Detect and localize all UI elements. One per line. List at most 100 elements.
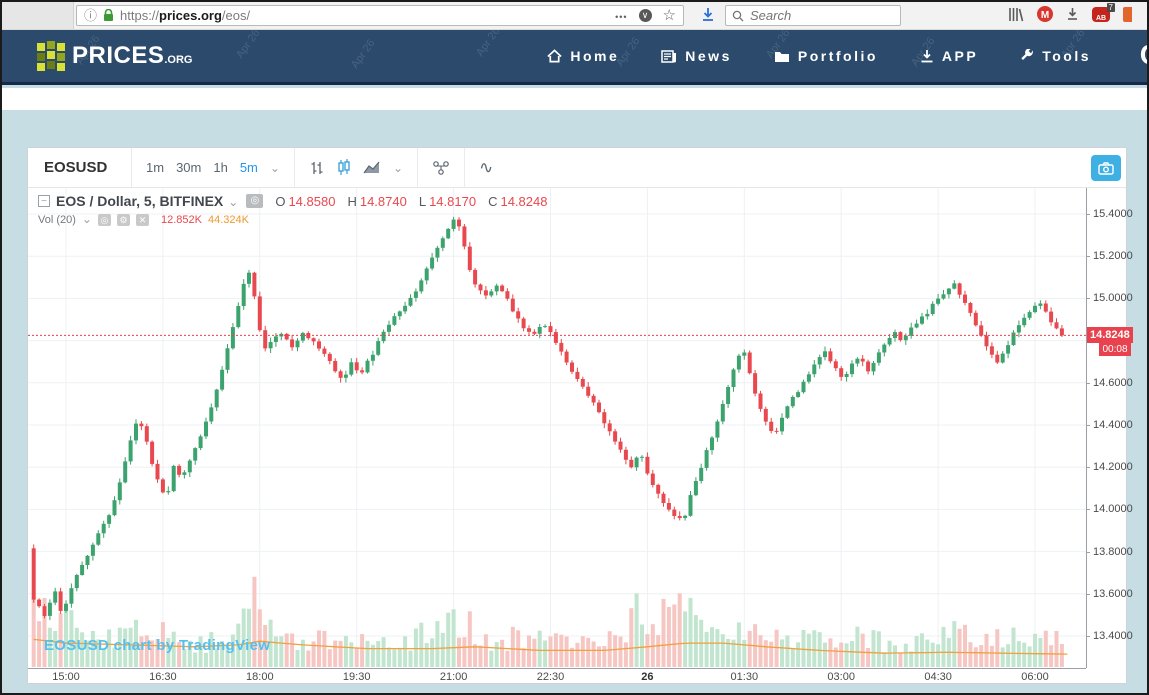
chart-area: EOS / Dollar, 5, BITFINEX O14.8580 H14.8… xyxy=(28,188,1133,683)
menu-label: Home xyxy=(570,48,620,64)
pocket-icon[interactable] xyxy=(638,9,652,22)
ohlc-low-label: L xyxy=(418,194,427,209)
url-host: prices.org xyxy=(159,8,222,23)
price-axis[interactable]: 15.4000 15.2000 15.0000 14.6000 14.4000 14.20… xyxy=(1086,188,1133,668)
bar-countdown: 00:08 xyxy=(1099,343,1131,357)
indicator-wave-icon[interactable] xyxy=(479,159,493,177)
ohlc-low-value: 14.8170 xyxy=(429,194,477,209)
adblock-icon[interactable]: 7 xyxy=(1092,2,1115,22)
site-logo[interactable]: PRICES .ORG xyxy=(36,41,192,73)
interval-30m[interactable]: 30m xyxy=(176,160,202,175)
menu-item-portfolio[interactable]: Portfolio xyxy=(774,48,878,64)
legend-chevron-icon[interactable] xyxy=(228,194,238,208)
time-axis-label: 03:00 xyxy=(827,671,855,683)
chart-card: EOSUSD 1m 30m 1h 5m xyxy=(27,147,1133,684)
date-watermark: Apr 26 xyxy=(348,37,378,71)
menu-item-app[interactable]: APP xyxy=(920,48,978,64)
search-input[interactable] xyxy=(750,8,880,23)
home-icon xyxy=(547,49,563,63)
browser-nav-buttons-area xyxy=(2,2,74,29)
volume-chevron-icon[interactable] xyxy=(82,213,92,226)
brand-name: PRICES xyxy=(72,42,165,69)
page-actions-icon[interactable] xyxy=(615,9,627,22)
compare-icon[interactable] xyxy=(432,160,450,176)
brand-tld: .ORG xyxy=(164,54,193,66)
account-m-icon[interactable] xyxy=(1037,6,1053,22)
ohlc-close-label: C xyxy=(488,194,498,209)
https-lock-icon[interactable] xyxy=(103,9,114,22)
menu-item-tools[interactable]: Tools xyxy=(1020,48,1091,64)
legend-title[interactable]: EOS / Dollar, 5, BITFINEX xyxy=(56,193,224,209)
compare-group xyxy=(418,148,466,187)
ohlc-close-value: 14.8248 xyxy=(500,194,548,209)
time-axis-label: 04:30 xyxy=(924,671,952,683)
interval-5m-active[interactable]: 5m xyxy=(239,160,258,175)
url-bar[interactable]: https://prices.org/eos/ xyxy=(76,5,684,26)
search-bar[interactable] xyxy=(725,5,901,26)
library-icon[interactable] xyxy=(1008,7,1024,22)
tradingview-watermark: EOSUSD chart by TradingView xyxy=(44,637,271,654)
price-axis-label: 15.0000 xyxy=(1087,292,1133,305)
ohlc-open-label: O xyxy=(275,194,286,209)
candles-style-icon[interactable] xyxy=(337,159,351,176)
downloads-button[interactable] xyxy=(701,7,715,27)
time-axis-label: 16:30 xyxy=(149,671,177,683)
url-path: /eos/ xyxy=(221,8,251,23)
price-axis-label: 14.0000 xyxy=(1087,503,1133,516)
address-text[interactable]: https://prices.org/eos/ xyxy=(120,8,250,23)
volume-indicator-label[interactable]: Vol (20) xyxy=(38,213,76,226)
menu-label: Tools xyxy=(1042,48,1091,64)
time-axis-label: 22:30 xyxy=(536,671,565,683)
menu-label: APP xyxy=(941,48,979,64)
price-axis-label: 13.6000 xyxy=(1087,587,1133,600)
candlestick-chart[interactable] xyxy=(28,188,1086,668)
time-axis-label: 06:00 xyxy=(1021,671,1049,683)
style-chevron-icon[interactable] xyxy=(393,160,403,176)
clipped-right-icon[interactable]: C xyxy=(1140,39,1147,71)
volume-settings-icon[interactable]: ⚙ xyxy=(116,213,130,226)
volume-eye-icon[interactable]: ◎ xyxy=(97,213,111,226)
tools-wrench-icon xyxy=(1021,49,1034,60)
bars-style-icon[interactable] xyxy=(309,160,325,176)
price-axis-label: 15.4000 xyxy=(1087,208,1133,220)
price-axis-label: 14.4000 xyxy=(1087,419,1133,431)
bookmark-star-icon[interactable] xyxy=(663,8,676,23)
price-axis-label: 13.4000 xyxy=(1087,630,1133,642)
main-menu: Home News Portfolio APP Tools xyxy=(547,30,1091,82)
last-price-tag: 14.8248 xyxy=(1087,327,1133,344)
interval-group: 1m 30m 1h 5m xyxy=(132,148,295,187)
time-axis-label: 26 xyxy=(641,671,654,683)
snapshot-camera-button[interactable] xyxy=(1091,155,1121,181)
volume-ma-value: 44.324K xyxy=(207,213,249,226)
search-icon xyxy=(732,10,744,21)
page-info-icon[interactable] xyxy=(84,9,97,22)
time-axis-label: 18:00 xyxy=(246,671,274,683)
interval-1m[interactable]: 1m xyxy=(146,160,165,175)
portfolio-folder-icon xyxy=(774,51,789,62)
price-axis-label: 15.2000 xyxy=(1087,250,1133,263)
chart-style-group xyxy=(295,148,419,187)
interval-1h[interactable]: 1h xyxy=(213,160,228,175)
area-style-icon[interactable] xyxy=(363,160,381,175)
volume-close-icon[interactable]: ✕ xyxy=(135,213,149,226)
menu-item-news[interactable]: News xyxy=(661,48,732,64)
chart-legend: EOS / Dollar, 5, BITFINEX O14.8580 H14.8… xyxy=(38,193,547,226)
date-watermark: Apr 26 xyxy=(233,30,263,61)
price-axis-label: 13.8000 xyxy=(1087,545,1133,558)
legend-eye-icon[interactable] xyxy=(246,194,264,208)
download-arrow-icon[interactable] xyxy=(1066,7,1079,21)
news-icon xyxy=(661,49,677,63)
camera-icon xyxy=(1098,161,1114,175)
time-axis[interactable]: 15:00 16:30 18:00 19:30 21:00 22:30 26 01:30 03:… xyxy=(28,668,1086,683)
time-axis-label: 19:30 xyxy=(342,671,371,683)
menu-item-home[interactable]: Home xyxy=(547,48,619,64)
time-axis-label: 21:00 xyxy=(439,671,468,683)
legend-collapse-icon[interactable] xyxy=(38,195,50,207)
app-download-icon xyxy=(921,50,933,63)
menu-label: News xyxy=(685,48,732,64)
extension-icon[interactable] xyxy=(1123,6,1132,22)
site-navbar: Apr 26 Apr 26 Apr 26 Apr 26 Apr 26 Apr 2… xyxy=(2,30,1147,85)
symbol-label[interactable]: EOSUSD xyxy=(28,148,132,187)
interval-chevron-icon[interactable] xyxy=(270,160,280,176)
